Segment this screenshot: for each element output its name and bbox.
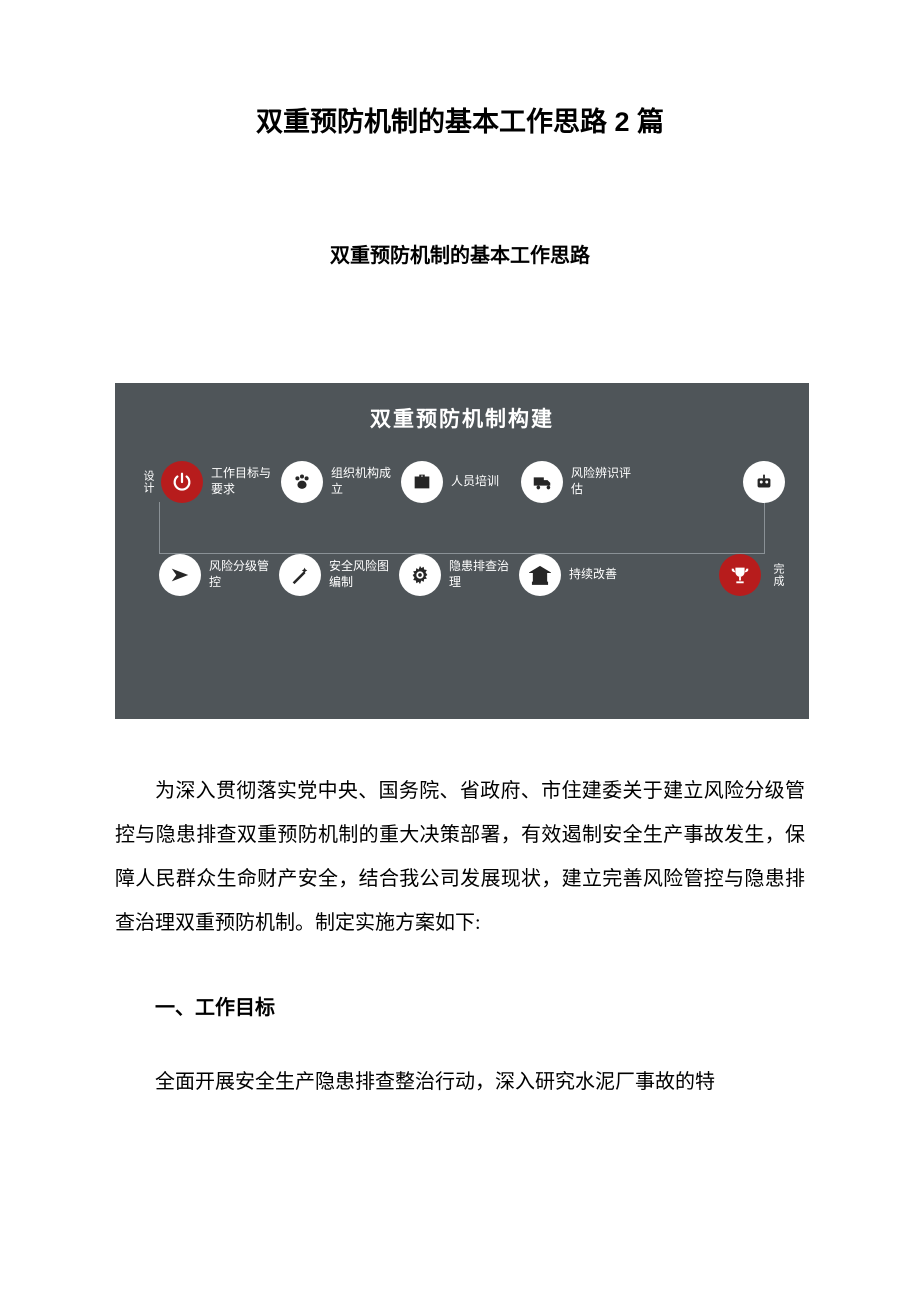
step-label: 安全风险图编制 — [329, 559, 391, 590]
step-work-target: 工作目标与要求 — [161, 461, 273, 503]
step-label: 工作目标与要求 — [211, 466, 273, 497]
step-inspect: 隐患排查治理 — [399, 554, 511, 596]
step-label: 隐患排查治理 — [449, 559, 511, 590]
paragraph-intro: 为深入贯彻落实党中央、国务院、省政府、市住建委关于建立风险分级管控与隐患排查双重… — [115, 769, 805, 945]
trophy-icon — [719, 554, 761, 596]
connector-line — [159, 502, 765, 554]
step-org: 组织机构成立 — [281, 461, 393, 503]
diagram-row-1: 设计 工作目标与要求 组织机构成立 人员培训 风险辨识评估 — [139, 461, 785, 503]
gear-icon — [399, 554, 441, 596]
row1-leader-label: 设计 — [139, 470, 153, 494]
airplane-icon — [159, 554, 201, 596]
diagram-card: 双重预防机制构建 设计 工作目标与要求 组织机构成立 人员培训 风险辨识评 — [115, 383, 809, 719]
power-icon — [161, 461, 203, 503]
page-title: 双重预防机制的基本工作思路 2 篇 — [115, 100, 805, 139]
page-subtitle: 双重预防机制的基本工作思路 — [115, 239, 805, 268]
step-label: 人员培训 — [451, 474, 513, 490]
section-heading-1: 一、工作目标 — [115, 991, 805, 1020]
paragraph-section-1: 全面开展安全生产隐患排查整治行动，深入研究水泥厂事故的特 — [115, 1060, 805, 1104]
diagram-title: 双重预防机制构建 — [139, 403, 785, 433]
step-row1-end — [743, 461, 785, 503]
row2-trailer-label: 完成 — [769, 563, 783, 587]
step-label: 持续改善 — [569, 567, 631, 583]
building-icon — [519, 554, 561, 596]
step-label: 风险辨识评估 — [571, 466, 633, 497]
diagram-row-2: 风险分级管控 安全风险图编制 隐患排查治理 持续改善 完成 — [139, 554, 785, 596]
robot-icon — [743, 461, 785, 503]
step-risk-map: 安全风险图编制 — [279, 554, 391, 596]
step-label: 组织机构成立 — [331, 466, 393, 497]
step-training: 人员培训 — [401, 461, 513, 503]
truck-icon — [521, 461, 563, 503]
paw-icon — [281, 461, 323, 503]
step-improve: 持续改善 — [519, 554, 631, 596]
step-risk-grade: 风险分级管控 — [159, 554, 271, 596]
step-row2-end: 完成 — [719, 554, 783, 596]
briefcase-icon — [401, 461, 443, 503]
wand-icon — [279, 554, 321, 596]
step-label: 风险分级管控 — [209, 559, 271, 590]
step-risk-identify: 风险辨识评估 — [521, 461, 633, 503]
